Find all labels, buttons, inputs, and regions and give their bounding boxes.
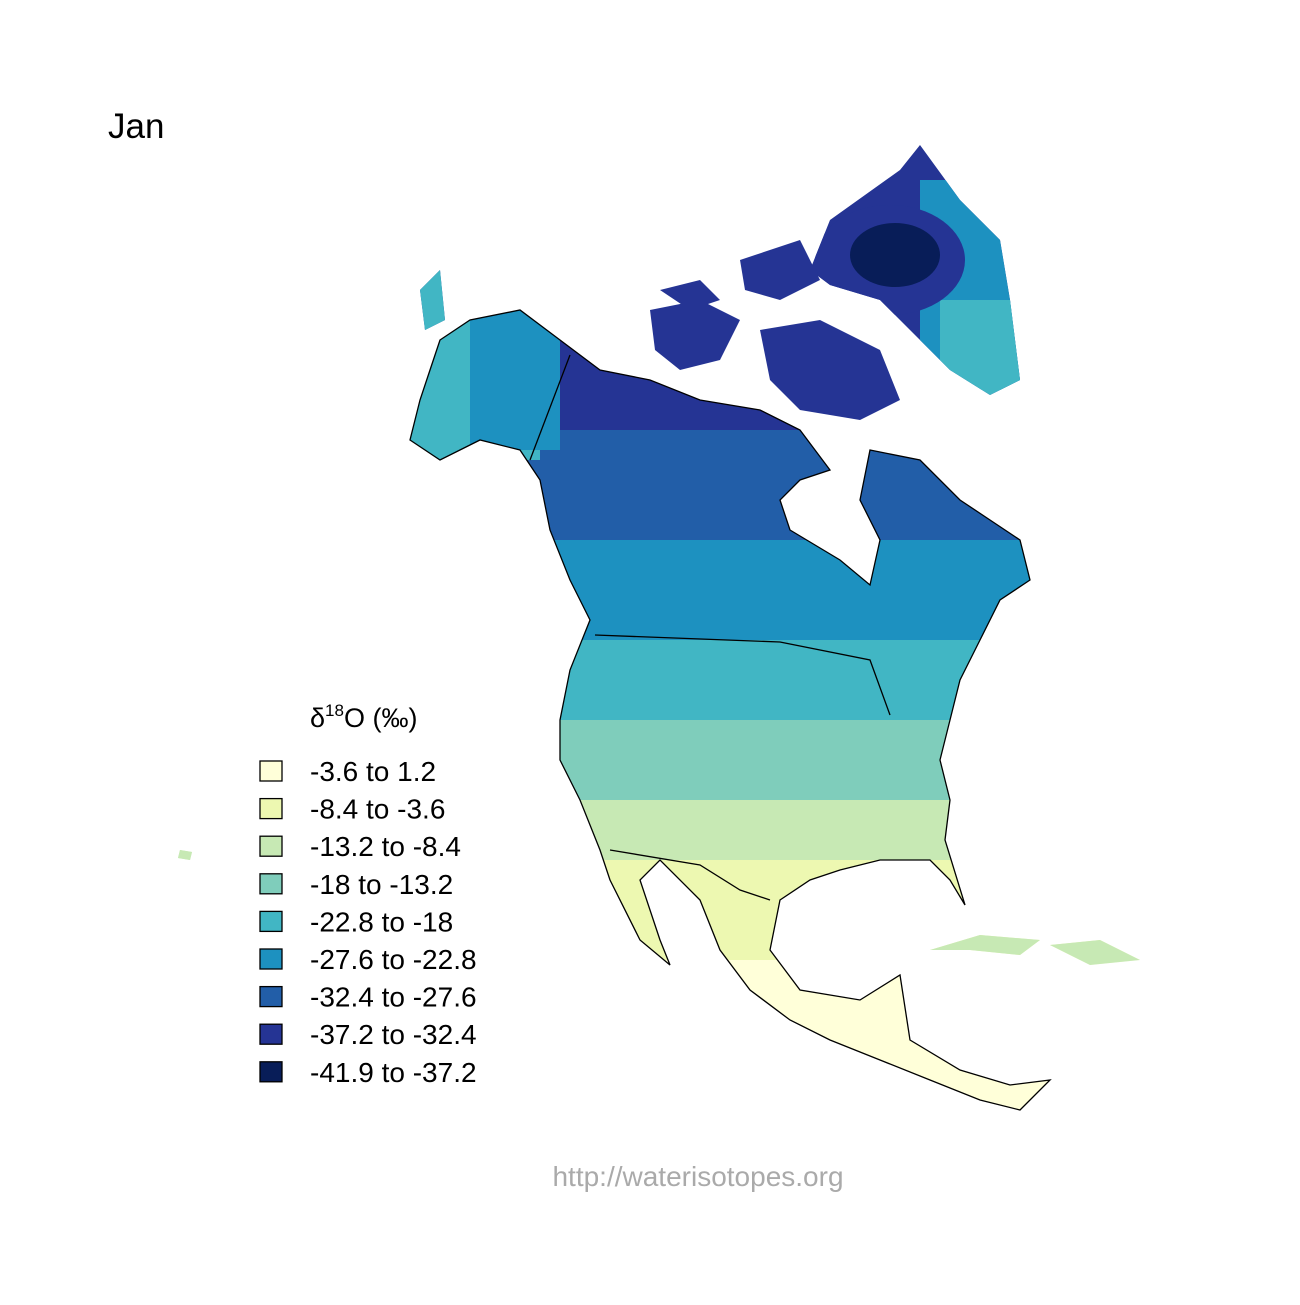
map-zone bbox=[178, 720, 1140, 800]
legend-swatch bbox=[259, 835, 283, 857]
map-title: Jan bbox=[108, 107, 164, 146]
border bbox=[609, 849, 771, 901]
legend-label: -41.9 to -37.2 bbox=[310, 1057, 477, 1088]
legend-label: -37.2 to -32.4 bbox=[310, 1019, 477, 1050]
legend-swatch bbox=[259, 985, 283, 1008]
legend-swatch bbox=[259, 797, 283, 820]
legend-label: -3.6 to 1.2 bbox=[310, 756, 436, 787]
map-zone bbox=[850, 223, 940, 287]
legend-label: -13.2 to -8.4 bbox=[310, 831, 461, 862]
legend-swatch bbox=[259, 873, 283, 895]
map-zone bbox=[178, 540, 1140, 640]
map-zone bbox=[178, 800, 1140, 860]
map-zone bbox=[940, 300, 1030, 400]
legend-title-superscript: 18 bbox=[325, 701, 344, 720]
legend-label: -22.8 to -18 bbox=[310, 906, 453, 937]
legend: -3.6 to 1.2 -8.4 to -3.6 -13.2 to -8.4 -18 … bbox=[259, 756, 477, 1088]
legend-title-text: O (‰) bbox=[344, 703, 418, 733]
legend-swatch bbox=[259, 910, 283, 933]
map-zone bbox=[470, 300, 560, 450]
border bbox=[594, 634, 891, 716]
legend-swatch bbox=[259, 948, 283, 970]
legend-swatch bbox=[259, 1061, 283, 1083]
legend-swatch bbox=[259, 1023, 283, 1045]
map-zone bbox=[920, 920, 1140, 1000]
boundaries bbox=[409, 309, 1051, 1111]
legend-title-symbol: δ bbox=[310, 703, 325, 733]
legend-label: -18 to -13.2 bbox=[310, 869, 453, 900]
legend-label: -27.6 to -22.8 bbox=[310, 944, 477, 975]
map-zone bbox=[178, 430, 1140, 540]
map-zone bbox=[178, 960, 1140, 1110]
legend-label: -8.4 to -3.6 bbox=[310, 794, 445, 825]
map-zone bbox=[178, 145, 1140, 430]
legend-label: -32.4 to -27.6 bbox=[310, 982, 477, 1013]
legend-swatch bbox=[259, 760, 283, 782]
legend-title: δ18O (‰) bbox=[310, 701, 417, 733]
map-zone bbox=[178, 640, 1140, 720]
border bbox=[529, 354, 571, 461]
source-url: http://waterisotopes.org bbox=[552, 1161, 843, 1192]
map-zone bbox=[178, 830, 210, 870]
